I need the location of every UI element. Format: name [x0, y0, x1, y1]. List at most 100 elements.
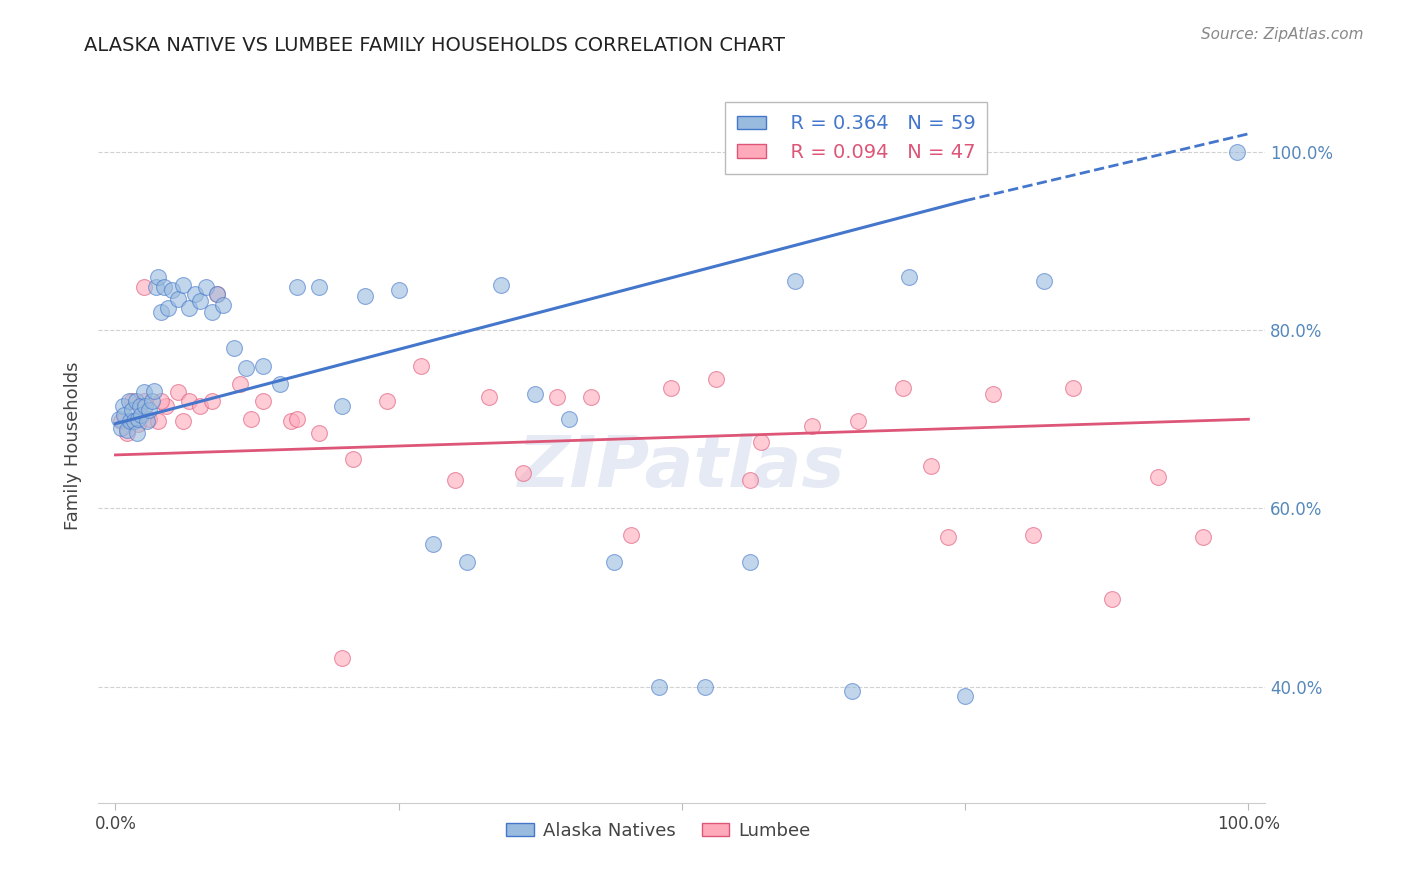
Point — [841, 684, 863, 698]
Point — [155, 399, 177, 413]
Point — [132, 385, 155, 400]
Point — [118, 394, 141, 409]
Point — [620, 528, 643, 542]
Point — [235, 360, 257, 375]
Point — [122, 414, 145, 428]
Point — [512, 466, 534, 480]
Point — [648, 680, 671, 694]
Point — [112, 399, 135, 413]
Point — [1101, 592, 1123, 607]
Point — [121, 403, 143, 417]
Point — [177, 301, 200, 315]
Point — [148, 414, 170, 428]
Point — [411, 359, 433, 373]
Point — [136, 414, 159, 428]
Point — [444, 473, 467, 487]
Point — [121, 394, 143, 409]
Point — [375, 394, 398, 409]
Text: ALASKA NATIVE VS LUMBEE FAMILY HOUSEHOLDS CORRELATION CHART: ALASKA NATIVE VS LUMBEE FAMILY HOUSEHOLD… — [84, 36, 786, 54]
Point — [546, 390, 568, 404]
Point — [1146, 470, 1168, 484]
Point — [190, 294, 212, 309]
Point — [201, 394, 224, 409]
Point — [110, 421, 132, 435]
Point — [1022, 528, 1045, 542]
Point — [190, 399, 212, 413]
Point — [183, 287, 205, 301]
Point — [330, 399, 353, 413]
Point — [1226, 145, 1249, 159]
Point — [125, 394, 148, 409]
Point — [172, 278, 194, 293]
Point — [422, 537, 444, 551]
Point — [156, 301, 179, 315]
Point — [308, 280, 330, 294]
Point — [738, 473, 761, 487]
Point — [330, 651, 353, 665]
Point — [581, 390, 603, 404]
Point — [138, 403, 160, 417]
Point — [308, 425, 330, 440]
Point — [132, 394, 155, 409]
Point — [252, 359, 274, 373]
Point — [285, 412, 308, 426]
Point — [953, 689, 976, 703]
Point — [148, 269, 170, 284]
Y-axis label: Family Households: Family Households — [63, 362, 82, 530]
Point — [693, 680, 716, 694]
Point — [134, 399, 156, 413]
Point — [801, 419, 824, 434]
Point — [145, 280, 167, 294]
Point — [936, 530, 959, 544]
Point — [229, 376, 252, 391]
Point — [523, 387, 546, 401]
Point — [280, 414, 302, 428]
Point — [138, 412, 160, 426]
Point — [114, 408, 136, 422]
Text: ZIPatlas: ZIPatlas — [519, 433, 845, 502]
Point — [240, 412, 263, 426]
Point — [212, 298, 235, 312]
Point — [153, 280, 176, 294]
Legend: Alaska Natives, Lumbee: Alaska Natives, Lumbee — [499, 815, 818, 847]
Point — [207, 287, 229, 301]
Point — [127, 412, 149, 426]
Point — [131, 408, 153, 422]
Point — [1192, 530, 1215, 544]
Point — [132, 280, 155, 294]
Point — [749, 434, 772, 449]
Point — [142, 384, 165, 398]
Point — [172, 414, 194, 428]
Point — [129, 399, 152, 413]
Point — [846, 414, 869, 428]
Point — [920, 458, 942, 473]
Point — [1062, 381, 1084, 395]
Point — [120, 414, 142, 428]
Point — [160, 283, 183, 297]
Point — [342, 452, 364, 467]
Point — [115, 423, 138, 437]
Point — [195, 280, 218, 294]
Point — [177, 394, 200, 409]
Point — [149, 305, 172, 319]
Point — [704, 372, 727, 386]
Point — [166, 292, 188, 306]
Point — [738, 555, 761, 569]
Point — [127, 417, 149, 431]
Point — [252, 394, 274, 409]
Point — [224, 341, 246, 355]
Text: Source: ZipAtlas.com: Source: ZipAtlas.com — [1201, 27, 1364, 42]
Point — [659, 381, 682, 395]
Point — [108, 412, 131, 426]
Point — [110, 414, 132, 428]
Point — [166, 385, 188, 400]
Point — [897, 269, 920, 284]
Point — [125, 425, 148, 440]
Point — [269, 376, 291, 391]
Point — [489, 278, 512, 293]
Point — [983, 387, 1005, 401]
Point — [285, 280, 308, 294]
Point — [1033, 274, 1056, 288]
Point — [478, 390, 501, 404]
Point — [149, 394, 172, 409]
